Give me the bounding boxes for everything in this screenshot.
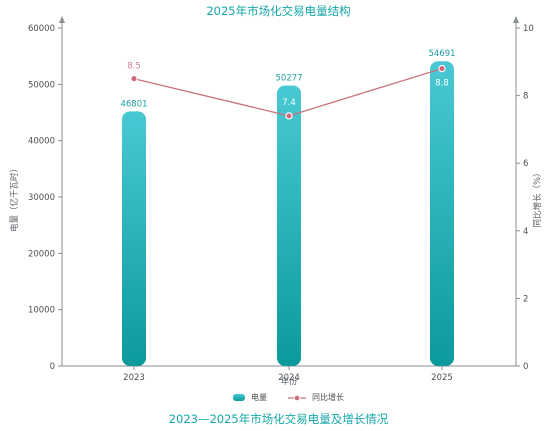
y2-axis-tick-label: 10 [523, 24, 534, 34]
growth-point [130, 75, 138, 83]
y2-axis-arrow-icon [513, 16, 519, 23]
y2-axis-tick-label: 0 [523, 362, 528, 372]
y-axis-tick-label: 30000 [28, 193, 55, 203]
legend-marker-icon [293, 394, 301, 402]
bar-data-label: 50277 [275, 73, 302, 83]
y-axis-title: 电量（亿千瓦时） [9, 164, 20, 232]
growth-data-label: 8.5 [127, 62, 141, 72]
y-axis-tick-label: 20000 [28, 249, 55, 259]
bar-mark [430, 61, 454, 367]
y-axis-tick-label: 40000 [28, 137, 55, 147]
chart-title: 2025年市场化交易电量结构 [206, 4, 350, 18]
y2-axis-tick-label: 8 [523, 92, 528, 102]
growth-point [438, 64, 446, 73]
y-axis-arrow-icon [59, 16, 65, 23]
legend-bar-icon [233, 394, 245, 401]
x-axis-tick-label: 2023 [123, 373, 145, 383]
growth-point [285, 112, 293, 120]
x-axis-tick-label: 2025 [431, 373, 453, 383]
bar-mark [277, 85, 301, 367]
bar-data-label: 54691 [428, 49, 455, 59]
y-axis-tick-label: 60000 [28, 24, 55, 34]
growth-data-label: 7.4 [282, 98, 296, 108]
y2-axis-tick-label: 6 [523, 159, 528, 169]
y2-axis-tick-label: 2 [523, 294, 528, 304]
bar-mark [122, 111, 146, 366]
y2-axis-title: 同比增长（%） [532, 168, 543, 227]
growth-data-label: 8.8 [435, 79, 449, 89]
x-axis-title: 年份 [280, 376, 298, 387]
x-axis-tick-label: 2024 [278, 373, 300, 383]
chart-caption: 2023—2025年市场化交易电量及增长情况 [169, 412, 389, 426]
y-axis-tick-label: 50000 [28, 80, 55, 90]
legend-label: 同比增长 [312, 392, 344, 402]
legend-label: 电量 [251, 392, 267, 402]
y-axis-tick-label: 0 [50, 362, 55, 372]
bar-data-label: 46801 [120, 99, 147, 109]
y2-axis-tick-label: 4 [523, 227, 528, 237]
y-axis-tick-label: 10000 [28, 306, 55, 316]
